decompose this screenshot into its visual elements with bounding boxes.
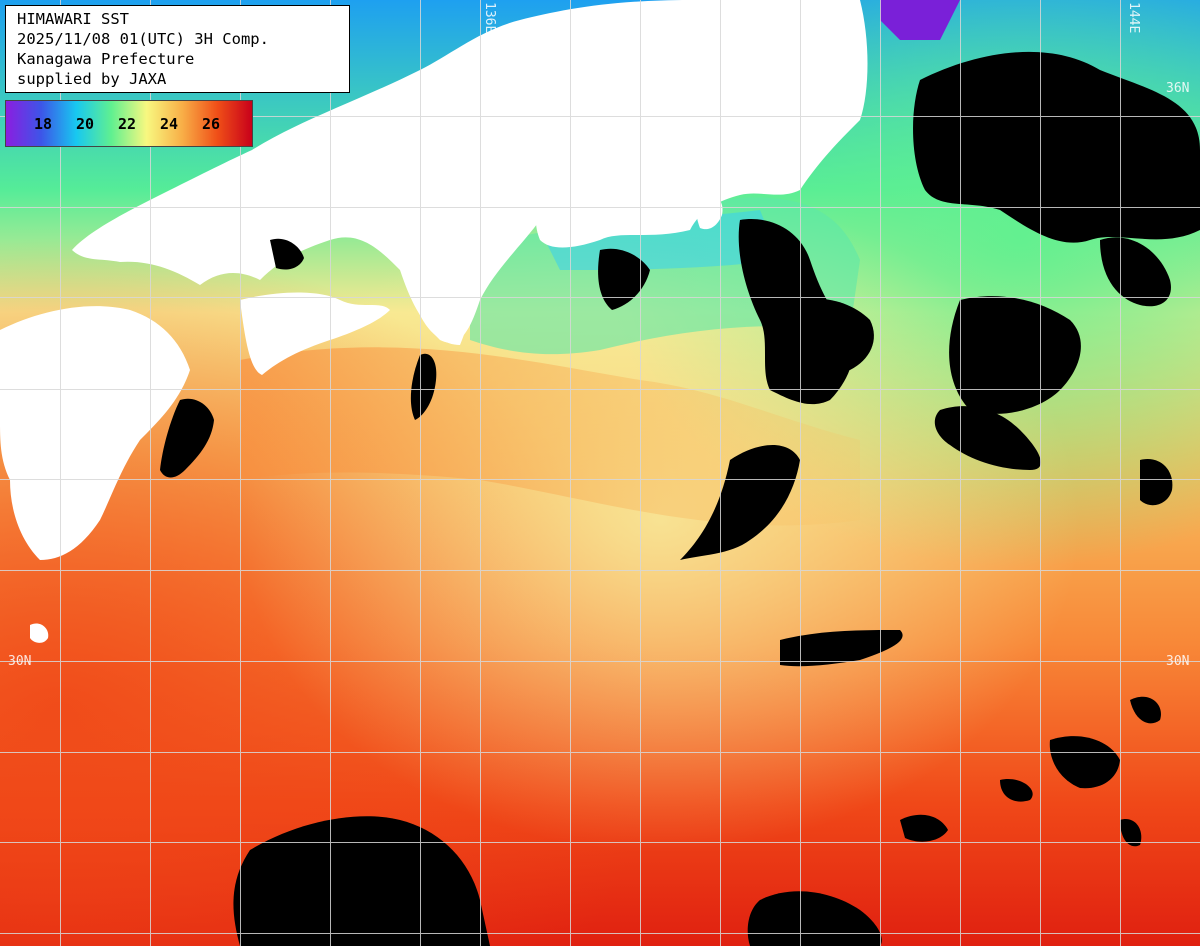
lat-label-30-left: 30N	[8, 654, 32, 669]
legend-label-20: 20	[76, 115, 95, 133]
timestamp: 2025/11/08 01(UTC) 3H Comp.	[17, 30, 269, 48]
lon-label-144: 144E	[1126, 2, 1141, 34]
kii-peninsula	[408, 253, 475, 345]
legend-label-22: 22	[118, 115, 137, 133]
temperature-legend: 18 20 22 24 26	[5, 100, 253, 147]
region-label: Kanagawa Prefecture	[17, 50, 195, 68]
island	[10, 378, 26, 398]
izu-peninsula	[696, 193, 723, 230]
cloud-mask	[160, 51, 1200, 946]
cold-pocket	[880, 0, 960, 40]
legend-label-24: 24	[160, 115, 179, 133]
legend-label-18: 18	[34, 115, 53, 133]
map-info-box: HIMAWARI SST 2025/11/08 01(UTC) 3H Comp.…	[5, 5, 350, 93]
lon-label-136: 136E	[482, 2, 497, 34]
product-title: HIMAWARI SST	[17, 10, 129, 28]
kyushu	[0, 306, 190, 560]
lat-label-30-right: 30N	[1166, 654, 1190, 669]
boso-peninsula	[790, 134, 819, 172]
warm-current-band	[240, 347, 860, 526]
legend-labels: 18 20 22 24 26	[6, 115, 252, 135]
lat-label-36: 36N	[1166, 81, 1190, 96]
island	[30, 623, 49, 643]
shikoku	[240, 292, 390, 375]
honshu	[72, 0, 868, 343]
legend-label-26: 26	[202, 115, 221, 133]
land	[0, 0, 868, 643]
source-label: supplied by JAXA	[17, 70, 167, 88]
